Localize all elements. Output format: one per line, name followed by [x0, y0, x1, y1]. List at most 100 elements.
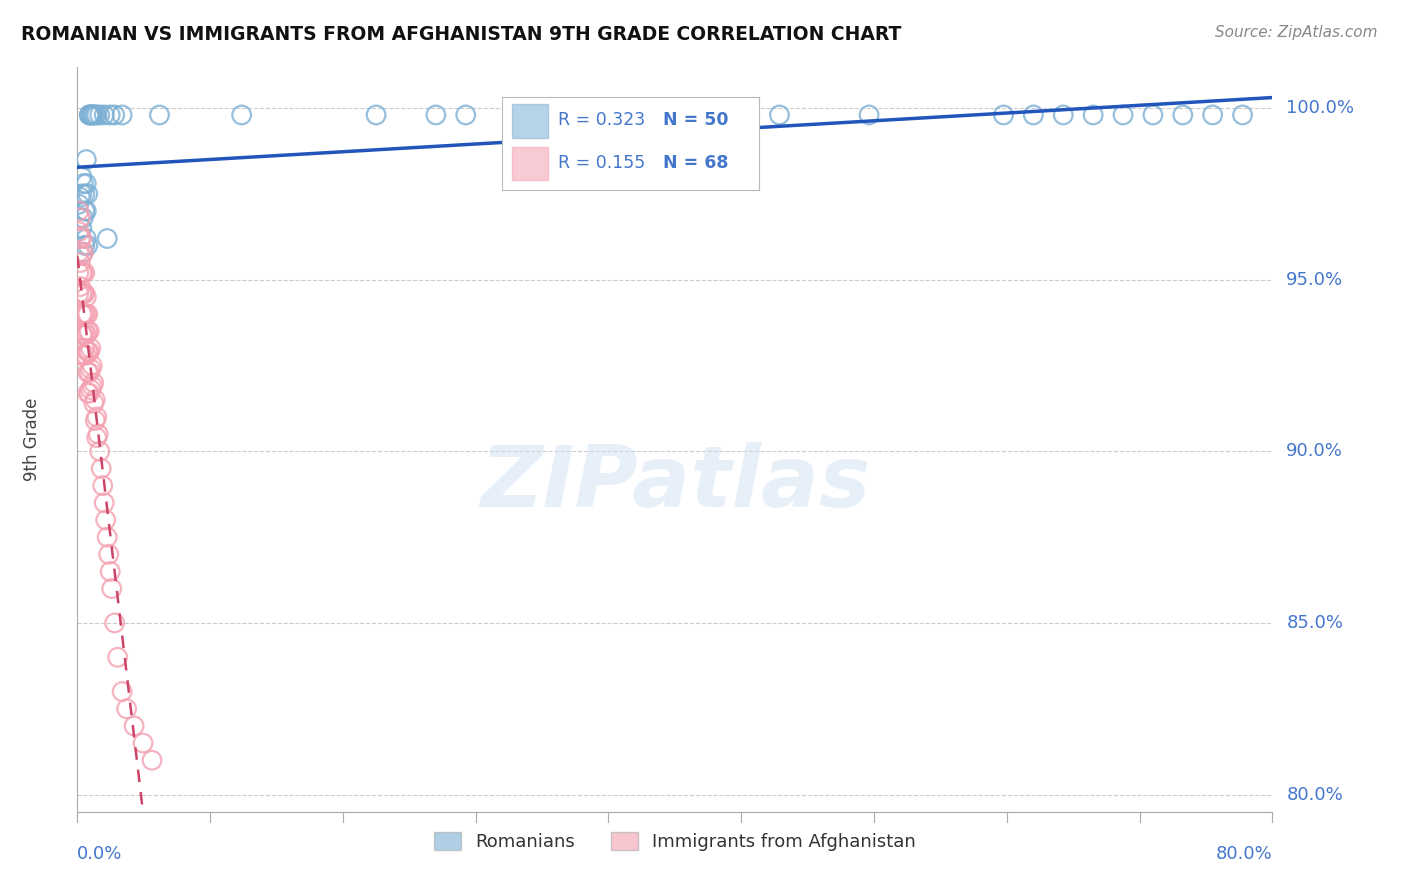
Point	[89, 108, 111, 122]
Point	[80, 383, 103, 397]
Point	[86, 431, 108, 445]
Legend: Romanians, Immigrants from Afghanistan: Romanians, Immigrants from Afghanistan	[426, 825, 924, 859]
Text: 90.0%: 90.0%	[1286, 442, 1343, 460]
Point	[86, 108, 108, 122]
Point	[72, 266, 94, 280]
Point	[1112, 108, 1135, 122]
Point	[70, 221, 93, 235]
Point	[75, 177, 97, 191]
Point	[82, 108, 104, 122]
Point	[70, 249, 93, 263]
Point	[97, 547, 120, 561]
Point	[69, 211, 91, 225]
Point	[70, 186, 93, 201]
Point	[107, 650, 129, 665]
Point	[73, 307, 96, 321]
Point	[366, 108, 388, 122]
Text: ZIPatlas: ZIPatlas	[479, 442, 870, 525]
Point	[76, 365, 98, 379]
Point	[104, 108, 127, 122]
Point	[104, 615, 127, 630]
Point	[67, 225, 90, 239]
Point	[70, 169, 93, 184]
Point	[115, 702, 138, 716]
Point	[79, 365, 101, 379]
Text: 0.0%: 0.0%	[77, 846, 122, 863]
Point	[67, 204, 90, 219]
Point	[72, 245, 94, 260]
Point	[96, 231, 118, 245]
Point	[96, 530, 118, 544]
Point	[141, 753, 163, 767]
Point	[72, 177, 94, 191]
Point	[858, 108, 880, 122]
Text: 80.0%: 80.0%	[1216, 846, 1272, 863]
Point	[70, 348, 93, 362]
Point	[1232, 108, 1254, 122]
Point	[93, 108, 115, 122]
Text: 85.0%: 85.0%	[1286, 614, 1343, 632]
Point	[86, 409, 108, 424]
Point	[67, 245, 90, 260]
Point	[84, 413, 107, 427]
Point	[76, 307, 98, 321]
Point	[67, 197, 90, 211]
Text: ROMANIAN VS IMMIGRANTS FROM AFGHANISTAN 9TH GRADE CORRELATION CHART: ROMANIAN VS IMMIGRANTS FROM AFGHANISTAN …	[21, 25, 901, 44]
Point	[70, 286, 93, 301]
Point	[132, 736, 155, 750]
Point	[70, 307, 93, 321]
Point	[76, 238, 98, 252]
Point	[83, 376, 105, 390]
Point	[231, 108, 253, 122]
Point	[75, 231, 97, 245]
Point	[76, 186, 98, 201]
Point	[69, 190, 91, 204]
Point	[73, 238, 96, 252]
Point	[82, 108, 104, 122]
Point	[76, 324, 98, 338]
Point	[67, 266, 90, 280]
Point	[79, 344, 101, 359]
Point	[79, 108, 101, 122]
Text: 95.0%: 95.0%	[1286, 270, 1344, 289]
Point	[1171, 108, 1194, 122]
Point	[1052, 108, 1074, 122]
Point	[89, 444, 111, 458]
Point	[93, 496, 115, 510]
Point	[73, 342, 96, 356]
Point	[75, 307, 97, 321]
Point	[75, 348, 97, 362]
Point	[70, 266, 93, 280]
Point	[73, 324, 96, 338]
Text: 80.0%: 80.0%	[1286, 786, 1343, 804]
Point	[73, 186, 96, 201]
Point	[87, 427, 110, 442]
Point	[425, 108, 447, 122]
Point	[75, 327, 97, 342]
Point	[1083, 108, 1105, 122]
Point	[73, 266, 96, 280]
Point	[148, 108, 170, 122]
Point	[72, 348, 94, 362]
Point	[94, 513, 117, 527]
Point	[605, 108, 627, 122]
Text: 9th Grade: 9th Grade	[22, 398, 41, 481]
Point	[100, 582, 122, 596]
Point	[75, 153, 97, 167]
Point	[69, 279, 91, 293]
Point	[98, 108, 121, 122]
Point	[1142, 108, 1164, 122]
Point	[82, 359, 104, 373]
Point	[72, 307, 94, 321]
Point	[83, 108, 105, 122]
Point	[454, 108, 477, 122]
Point	[122, 719, 145, 733]
Point	[84, 108, 107, 122]
Point	[111, 108, 134, 122]
Text: 100.0%: 100.0%	[1286, 99, 1354, 117]
Point	[69, 211, 91, 225]
Text: Source: ZipAtlas.com: Source: ZipAtlas.com	[1215, 25, 1378, 40]
Point	[79, 324, 101, 338]
Point	[1202, 108, 1225, 122]
Point	[80, 108, 103, 122]
